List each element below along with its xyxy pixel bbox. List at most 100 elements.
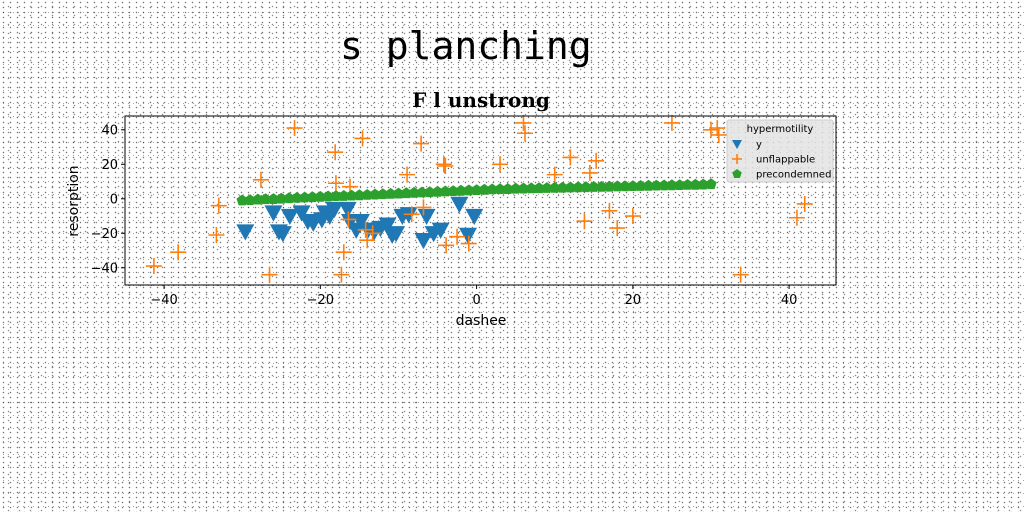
unflappable-point [208, 226, 225, 243]
unflappable-point [399, 166, 416, 183]
unflappable-point [576, 213, 593, 230]
x-tick-label: −20 [307, 293, 334, 308]
y-point [431, 222, 450, 239]
precondemned-point [635, 180, 647, 191]
unflappable-point [449, 228, 466, 245]
unflappable-point [261, 266, 278, 283]
y-point [325, 201, 344, 219]
precondemned-point [650, 179, 662, 191]
precondemned-point [306, 191, 319, 203]
precondemned-point [627, 180, 639, 191]
axes: −40 −20 0 20 40 −40 −20 0 20 40 [91, 123, 798, 308]
y-point [338, 201, 357, 219]
figure-suptitle: s planching [340, 24, 592, 68]
precondemned-point [556, 181, 569, 193]
y-point [414, 232, 433, 250]
unflappable-point [546, 166, 563, 183]
precondemned-point [681, 179, 694, 190]
legend-swatch-precondemned [732, 169, 742, 178]
unflappable-point [624, 208, 641, 225]
unflappable-point [562, 149, 579, 166]
precondemned-point [619, 180, 631, 192]
y-point [465, 208, 484, 226]
precondemned-point [470, 184, 483, 195]
precondemned-point [463, 184, 475, 196]
unflappable-point [796, 195, 813, 212]
legend-label: y [756, 140, 762, 151]
precondemned-point [658, 179, 670, 191]
precondemned-point [478, 183, 491, 195]
precondemned-point [705, 178, 717, 190]
precondemned-point [533, 182, 545, 194]
unflappable-point [581, 164, 598, 181]
x-axis-label: dashee [456, 313, 507, 329]
precondemned-point [494, 183, 506, 195]
precondemned-point [330, 190, 342, 201]
unflappable-point [340, 211, 357, 228]
y-point [399, 207, 418, 224]
y-axis-label: resorption [66, 165, 82, 236]
precondemned-point [572, 181, 584, 193]
precondemned-point [392, 187, 405, 199]
unflappable-point [601, 202, 618, 219]
y-point [378, 217, 397, 234]
unflappable-point [788, 209, 805, 226]
precondemned-point [384, 187, 397, 199]
y-tick-label: 0 [110, 192, 118, 207]
x-tick-label: −40 [150, 293, 177, 308]
precondemned-point [455, 184, 467, 196]
unflappable-point [170, 244, 187, 261]
unflappable-point [460, 235, 477, 252]
legend-title: hypermotility [747, 124, 814, 135]
y-point [450, 196, 469, 213]
precondemned-point [431, 185, 444, 197]
legend-label: unflappable [756, 155, 815, 166]
unflappable-point [403, 206, 420, 223]
precondemned-point [424, 186, 436, 198]
precondemned-point [416, 186, 428, 198]
precondemned-point [314, 190, 326, 202]
unflappable-point [335, 244, 352, 261]
precondemned-point [611, 180, 623, 192]
unflappable-point [333, 266, 350, 283]
y-point [236, 224, 255, 241]
unflappable-point [210, 197, 227, 214]
precondemned-point [439, 185, 451, 197]
y-point [387, 226, 406, 243]
precondemned-point [299, 191, 311, 203]
precondemned-point [486, 183, 498, 195]
unflappable-point [709, 120, 726, 137]
unflappable-point [437, 158, 454, 175]
precondemned-point [252, 193, 264, 205]
unflappable-point [710, 126, 727, 143]
precondemned-point [338, 190, 350, 201]
precondemned-point [236, 194, 248, 206]
unflappable-point [732, 266, 749, 283]
precondemned-point [674, 179, 686, 190]
legend: hypermotility y unflappable precondemned [726, 119, 834, 183]
legend-box [726, 119, 834, 183]
precondemned-point [400, 187, 412, 199]
precondemned-point [322, 190, 334, 202]
precondemned-point [603, 180, 616, 192]
precondemned-point [291, 191, 303, 203]
precondemned-point [283, 192, 295, 204]
unflappable-point [413, 135, 430, 152]
legend-label: precondemned [756, 170, 831, 181]
unflappable-point [663, 114, 680, 131]
precondemned-point [447, 185, 459, 196]
precondemned-point [666, 179, 678, 191]
legend-swatch-y [732, 140, 742, 149]
unflappable-point [286, 120, 303, 137]
legend-swatch-unflappable [732, 154, 742, 164]
precondemned-point [588, 181, 600, 192]
precondemned-point [408, 186, 420, 198]
precondemned-point [595, 180, 608, 192]
precondemned-point [267, 193, 280, 204]
y-tick-label: −20 [91, 227, 118, 242]
plot-marks [145, 114, 813, 283]
unflappable-point [588, 152, 605, 169]
unflappable-point [364, 225, 381, 242]
precondemned-point [525, 182, 537, 194]
